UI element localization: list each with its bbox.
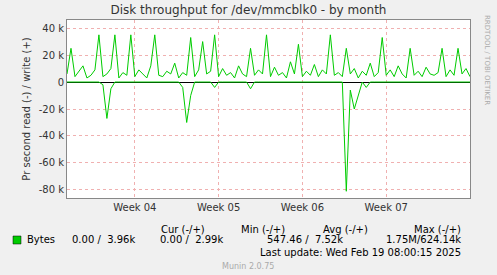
- svg-text:Week 04: Week 04: [113, 202, 156, 213]
- svg-text:Munin 2.0.75: Munin 2.0.75: [222, 262, 274, 271]
- svg-text:Last update: Wed Feb 19 08:00:: Last update: Wed Feb 19 08:00:15 2025: [260, 247, 461, 258]
- svg-text:Avg (-/+): Avg (-/+): [323, 224, 368, 235]
- svg-text:Pr second read (-) / write (+): Pr second read (-) / write (+): [21, 37, 32, 180]
- svg-text:40 k: 40 k: [42, 23, 64, 34]
- svg-text:0.00 / 2.99k: 0.00 / 2.99k: [160, 234, 223, 245]
- svg-text:0.00 / 3.96k: 0.00 / 3.96k: [72, 234, 135, 245]
- svg-text:Bytes: Bytes: [27, 234, 55, 245]
- svg-text:-80 k: -80 k: [39, 184, 65, 195]
- svg-text:Week 06: Week 06: [281, 202, 324, 213]
- svg-text:547.46 / 7.52k: 547.46 / 7.52k: [267, 234, 343, 245]
- svg-text:0: 0: [58, 77, 64, 88]
- svg-text:Week 05: Week 05: [197, 202, 240, 213]
- svg-text:Cur (-/+): Cur (-/+): [161, 224, 205, 235]
- svg-text:-40 k: -40 k: [39, 130, 65, 141]
- svg-text:20 k: 20 k: [42, 50, 64, 61]
- svg-text:Min (-/+): Min (-/+): [241, 224, 285, 235]
- svg-text:Max (-/+): Max (-/+): [414, 224, 461, 235]
- svg-text:RRDTOOL / TOBI OETIKER: RRDTOOL / TOBI OETIKER: [483, 15, 491, 105]
- svg-text:-20 k: -20 k: [39, 104, 65, 115]
- svg-text:Disk throughput for /dev/mmcbl: Disk throughput for /dev/mmcblk0 - by mo…: [111, 3, 387, 17]
- svg-text:Week 07: Week 07: [365, 202, 408, 213]
- svg-text:1.75M/624.14k: 1.75M/624.14k: [386, 234, 461, 245]
- svg-text:-60 k: -60 k: [39, 157, 65, 168]
